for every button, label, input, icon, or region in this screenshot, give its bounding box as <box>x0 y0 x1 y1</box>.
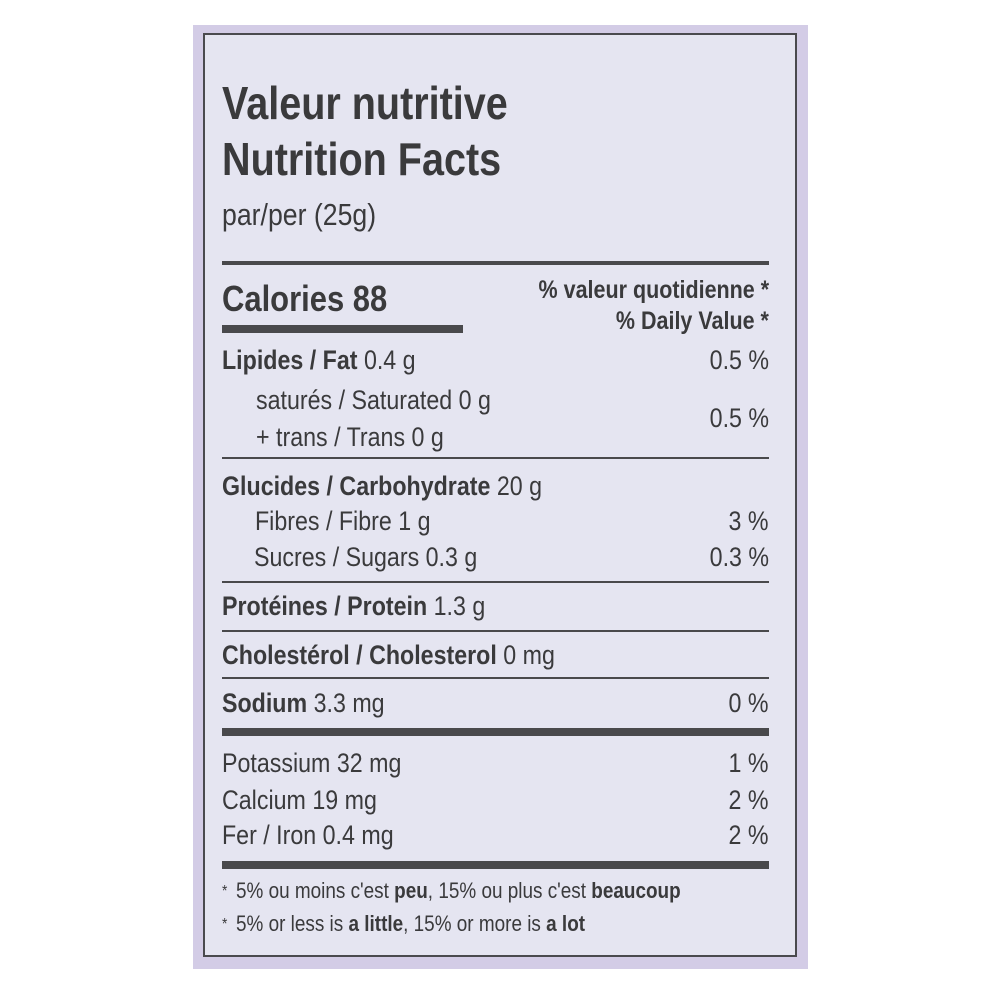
divider-thick <box>222 861 769 869</box>
asterisk-icon: * <box>222 916 228 934</box>
carbohydrate-amount: 20 g <box>496 471 543 501</box>
footnote-emphasis: a little <box>348 911 404 936</box>
serving-size: par/per (25g) <box>222 197 377 232</box>
footnote-text: , 15% or more is <box>403 911 547 936</box>
divider-thick <box>222 728 769 736</box>
asterisk-icon: * <box>222 883 228 901</box>
sodium-label: Sodium <box>222 688 308 718</box>
divider <box>222 261 769 265</box>
iron-row: Fer / Iron 0.4 mg <box>222 820 394 850</box>
carbohydrate-row: Glucides / Carbohydrate 20 g <box>222 473 542 500</box>
protein-row: Protéines / Protein 1.3 g <box>222 593 485 620</box>
footnote-french: * 5% ou moins c'est peu, 15% ou plus c'es… <box>222 880 681 902</box>
protein-label: Protéines / Protein <box>222 591 428 621</box>
cholesterol-label: Cholestérol / Cholesterol <box>222 640 497 670</box>
calcium-row: Calcium 19 mg <box>222 785 377 815</box>
footnote-text: 5% ou moins c'est <box>235 878 395 903</box>
fat-amount: 0.4 g <box>363 345 416 375</box>
carbohydrate-label: Glucides / Carbohydrate <box>222 471 491 501</box>
sodium-amount: 3.3 mg <box>313 688 385 718</box>
fat-dv: 0.5 % <box>709 345 769 375</box>
protein-amount: 1.3 g <box>433 591 486 621</box>
potassium-dv: 1 % <box>728 748 769 778</box>
trans-row: + trans / Trans 0 g <box>256 422 444 452</box>
saturated-row: saturés / Saturated 0 g <box>256 385 491 415</box>
calcium-dv: 2 % <box>728 785 769 815</box>
footnote-text: , 15% ou plus c'est <box>427 878 592 903</box>
saturated-trans-dv: 0.5 % <box>709 403 769 433</box>
calories-divider <box>222 325 463 333</box>
footnote-emphasis: beaucoup <box>591 878 681 903</box>
sodium-row: Sodium 3.3 mg <box>222 690 385 717</box>
footnote-text: 5% or less is <box>235 911 349 936</box>
daily-value-header-french: % valeur quotidienne * <box>538 276 769 304</box>
sodium-dv: 0 % <box>728 688 769 718</box>
cholesterol-row: Cholestérol / Cholesterol 0 mg <box>222 642 555 669</box>
footnote-emphasis: a lot <box>546 911 586 936</box>
divider <box>222 457 769 459</box>
potassium-row: Potassium 32 mg <box>222 748 402 778</box>
footnote-emphasis: peu <box>394 878 428 903</box>
sugars-row: Sucres / Sugars 0.3 g <box>254 542 478 572</box>
title-english: Nutrition Facts <box>222 133 502 185</box>
footnote-english: * 5% or less is a little, 15% or more is … <box>222 913 585 935</box>
cholesterol-amount: 0 mg <box>503 640 555 670</box>
fibre-dv: 3 % <box>728 506 769 536</box>
title-french: Valeur nutritive <box>222 77 508 129</box>
fibre-row: Fibres / Fibre 1 g <box>255 506 431 536</box>
divider <box>222 677 769 679</box>
fat-row: Lipides / Fat 0.4 g <box>222 347 416 374</box>
daily-value-header-english: % Daily Value * <box>616 307 769 335</box>
fat-label: Lipides / Fat <box>222 345 358 375</box>
iron-dv: 2 % <box>728 820 769 850</box>
sugars-dv: 0.3 % <box>709 542 769 572</box>
nutrition-facts-table <box>203 33 797 957</box>
calories: Calories 88 <box>222 278 388 319</box>
divider <box>222 630 769 632</box>
divider <box>222 581 769 583</box>
